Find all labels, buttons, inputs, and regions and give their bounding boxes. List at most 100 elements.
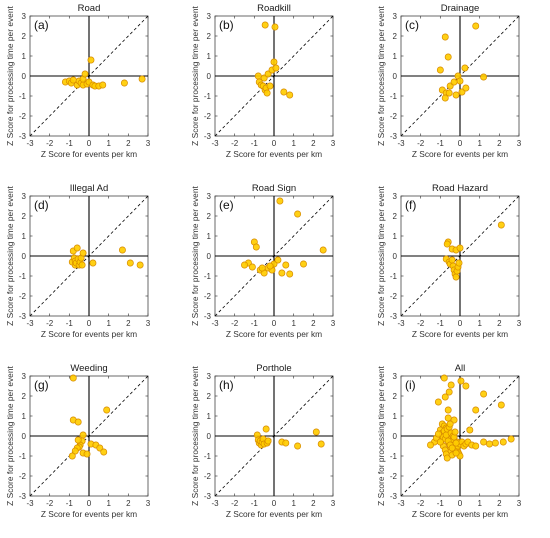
data-point xyxy=(312,428,320,436)
data-point xyxy=(100,448,108,456)
y-tick-label: -1 xyxy=(204,452,212,461)
data-point xyxy=(276,197,284,205)
x-tick-label: -2 xyxy=(46,139,54,148)
data-point xyxy=(472,22,480,30)
y-tick-label: 0 xyxy=(393,252,398,261)
y-axis-label: Z Score for processing time per event xyxy=(190,366,200,506)
y-tick-label: -1 xyxy=(19,272,27,281)
data-point xyxy=(78,261,86,269)
x-tick-label: 2 xyxy=(497,139,502,148)
data-point xyxy=(436,438,444,446)
data-point xyxy=(457,377,465,385)
x-axis-label: Z Score for events per km xyxy=(226,149,322,159)
x-tick-label: 2 xyxy=(126,139,131,148)
y-tick-label: -2 xyxy=(19,292,27,301)
y-axis-label: Z Score for processing time per event xyxy=(5,186,15,326)
x-tick-label: 0 xyxy=(458,139,463,148)
x-tick-label: -1 xyxy=(251,139,259,148)
data-point xyxy=(69,374,77,382)
data-point xyxy=(74,436,82,444)
x-tick-label: -3 xyxy=(211,139,219,148)
x-tick-label: -2 xyxy=(231,319,239,328)
panel-title: Road xyxy=(78,3,101,14)
chart-panel: -3 -2 -1 0 1 2 3 -3 -2 -1 0 1 2 3 Road (a) Z Score for e… xyxy=(5,3,151,159)
y-tick-label: -1 xyxy=(204,92,212,101)
data-point xyxy=(274,256,282,264)
x-tick-label: 2 xyxy=(126,319,131,328)
x-tick-label: 3 xyxy=(331,499,336,508)
data-point xyxy=(466,426,474,434)
y-tick-label: -1 xyxy=(390,272,398,281)
data-point xyxy=(120,79,128,87)
y-tick-label: 0 xyxy=(393,72,398,81)
data-point xyxy=(447,381,455,389)
chart-panel: -3 -2 -1 0 1 2 3 -3 -2 -1 0 1 2 3 Road Sign (e) Z Score … xyxy=(190,183,336,339)
x-tick-label: -1 xyxy=(437,499,445,508)
data-point xyxy=(286,91,294,99)
x-tick-label: 2 xyxy=(311,139,316,148)
data-point xyxy=(317,440,325,448)
data-point xyxy=(448,256,456,264)
x-tick-label: -1 xyxy=(251,499,259,508)
data-point xyxy=(103,406,111,414)
x-tick-label: 3 xyxy=(517,139,522,148)
y-tick-label: -1 xyxy=(204,272,212,281)
x-tick-label: -3 xyxy=(211,319,219,328)
y-tick-label: 2 xyxy=(393,392,398,401)
data-point xyxy=(138,75,146,83)
x-tick-label: -1 xyxy=(437,319,445,328)
data-point xyxy=(286,270,294,278)
y-tick-label: -1 xyxy=(390,92,398,101)
panel-letter: (h) xyxy=(219,378,234,392)
data-point xyxy=(294,442,302,450)
data-point xyxy=(278,269,286,277)
y-tick-label: -3 xyxy=(204,492,212,501)
chart-panel: -3 -2 -1 0 1 2 3 -3 -2 -1 0 1 2 3 Porthole (h) Z Score f… xyxy=(190,363,336,519)
data-point xyxy=(300,260,307,268)
data-point xyxy=(89,259,97,267)
data-point xyxy=(497,221,505,229)
data-point xyxy=(83,450,91,458)
data-point xyxy=(319,246,327,254)
chart-panel: -3 -2 -1 0 1 2 3 -3 -2 -1 0 1 2 3 Roadkill (b) Z Score f… xyxy=(190,3,336,159)
data-point xyxy=(282,439,290,447)
x-tick-label: 2 xyxy=(311,319,316,328)
y-tick-label: -2 xyxy=(390,112,398,121)
y-tick-label: -3 xyxy=(19,132,27,141)
data-point xyxy=(462,84,470,92)
x-tick-label: -1 xyxy=(251,319,259,328)
data-point xyxy=(486,440,493,448)
x-tick-label: -3 xyxy=(26,499,34,508)
x-tick-label: -1 xyxy=(66,319,74,328)
y-tick-label: -1 xyxy=(390,452,398,461)
y-tick-label: 2 xyxy=(22,392,27,401)
data-point xyxy=(441,33,449,41)
y-tick-label: -2 xyxy=(204,472,212,481)
y-tick-label: 3 xyxy=(393,12,398,21)
y-tick-label: 3 xyxy=(22,372,27,381)
data-point xyxy=(472,442,480,450)
y-tick-label: -2 xyxy=(19,112,27,121)
y-tick-label: 3 xyxy=(207,372,212,381)
y-tick-label: 1 xyxy=(207,232,212,241)
x-tick-label: -3 xyxy=(211,499,219,508)
data-point xyxy=(118,246,126,254)
y-tick-label: 2 xyxy=(22,212,27,221)
x-tick-label: 3 xyxy=(517,319,522,328)
y-axis-label: Z Score for processing time per event xyxy=(5,6,15,146)
x-tick-label: 0 xyxy=(272,319,277,328)
data-point xyxy=(73,244,81,252)
data-point xyxy=(462,382,470,390)
y-tick-label: -3 xyxy=(19,492,27,501)
y-axis-label: Z Score for processing time per event xyxy=(376,186,386,326)
data-point xyxy=(261,21,269,29)
panel-letter: (e) xyxy=(219,198,234,212)
x-tick-label: 0 xyxy=(87,319,92,328)
x-tick-label: 1 xyxy=(477,319,482,328)
chart-panel: -3 -2 -1 0 1 2 3 -3 -2 -1 0 1 2 3 Road Hazard (f) Z Scor… xyxy=(376,183,522,339)
x-tick-label: -1 xyxy=(66,139,74,148)
data-point xyxy=(450,78,458,86)
x-tick-label: -3 xyxy=(397,139,405,148)
x-axis-label: Z Score for events per km xyxy=(412,329,508,339)
panel-title: Road Sign xyxy=(252,183,296,194)
